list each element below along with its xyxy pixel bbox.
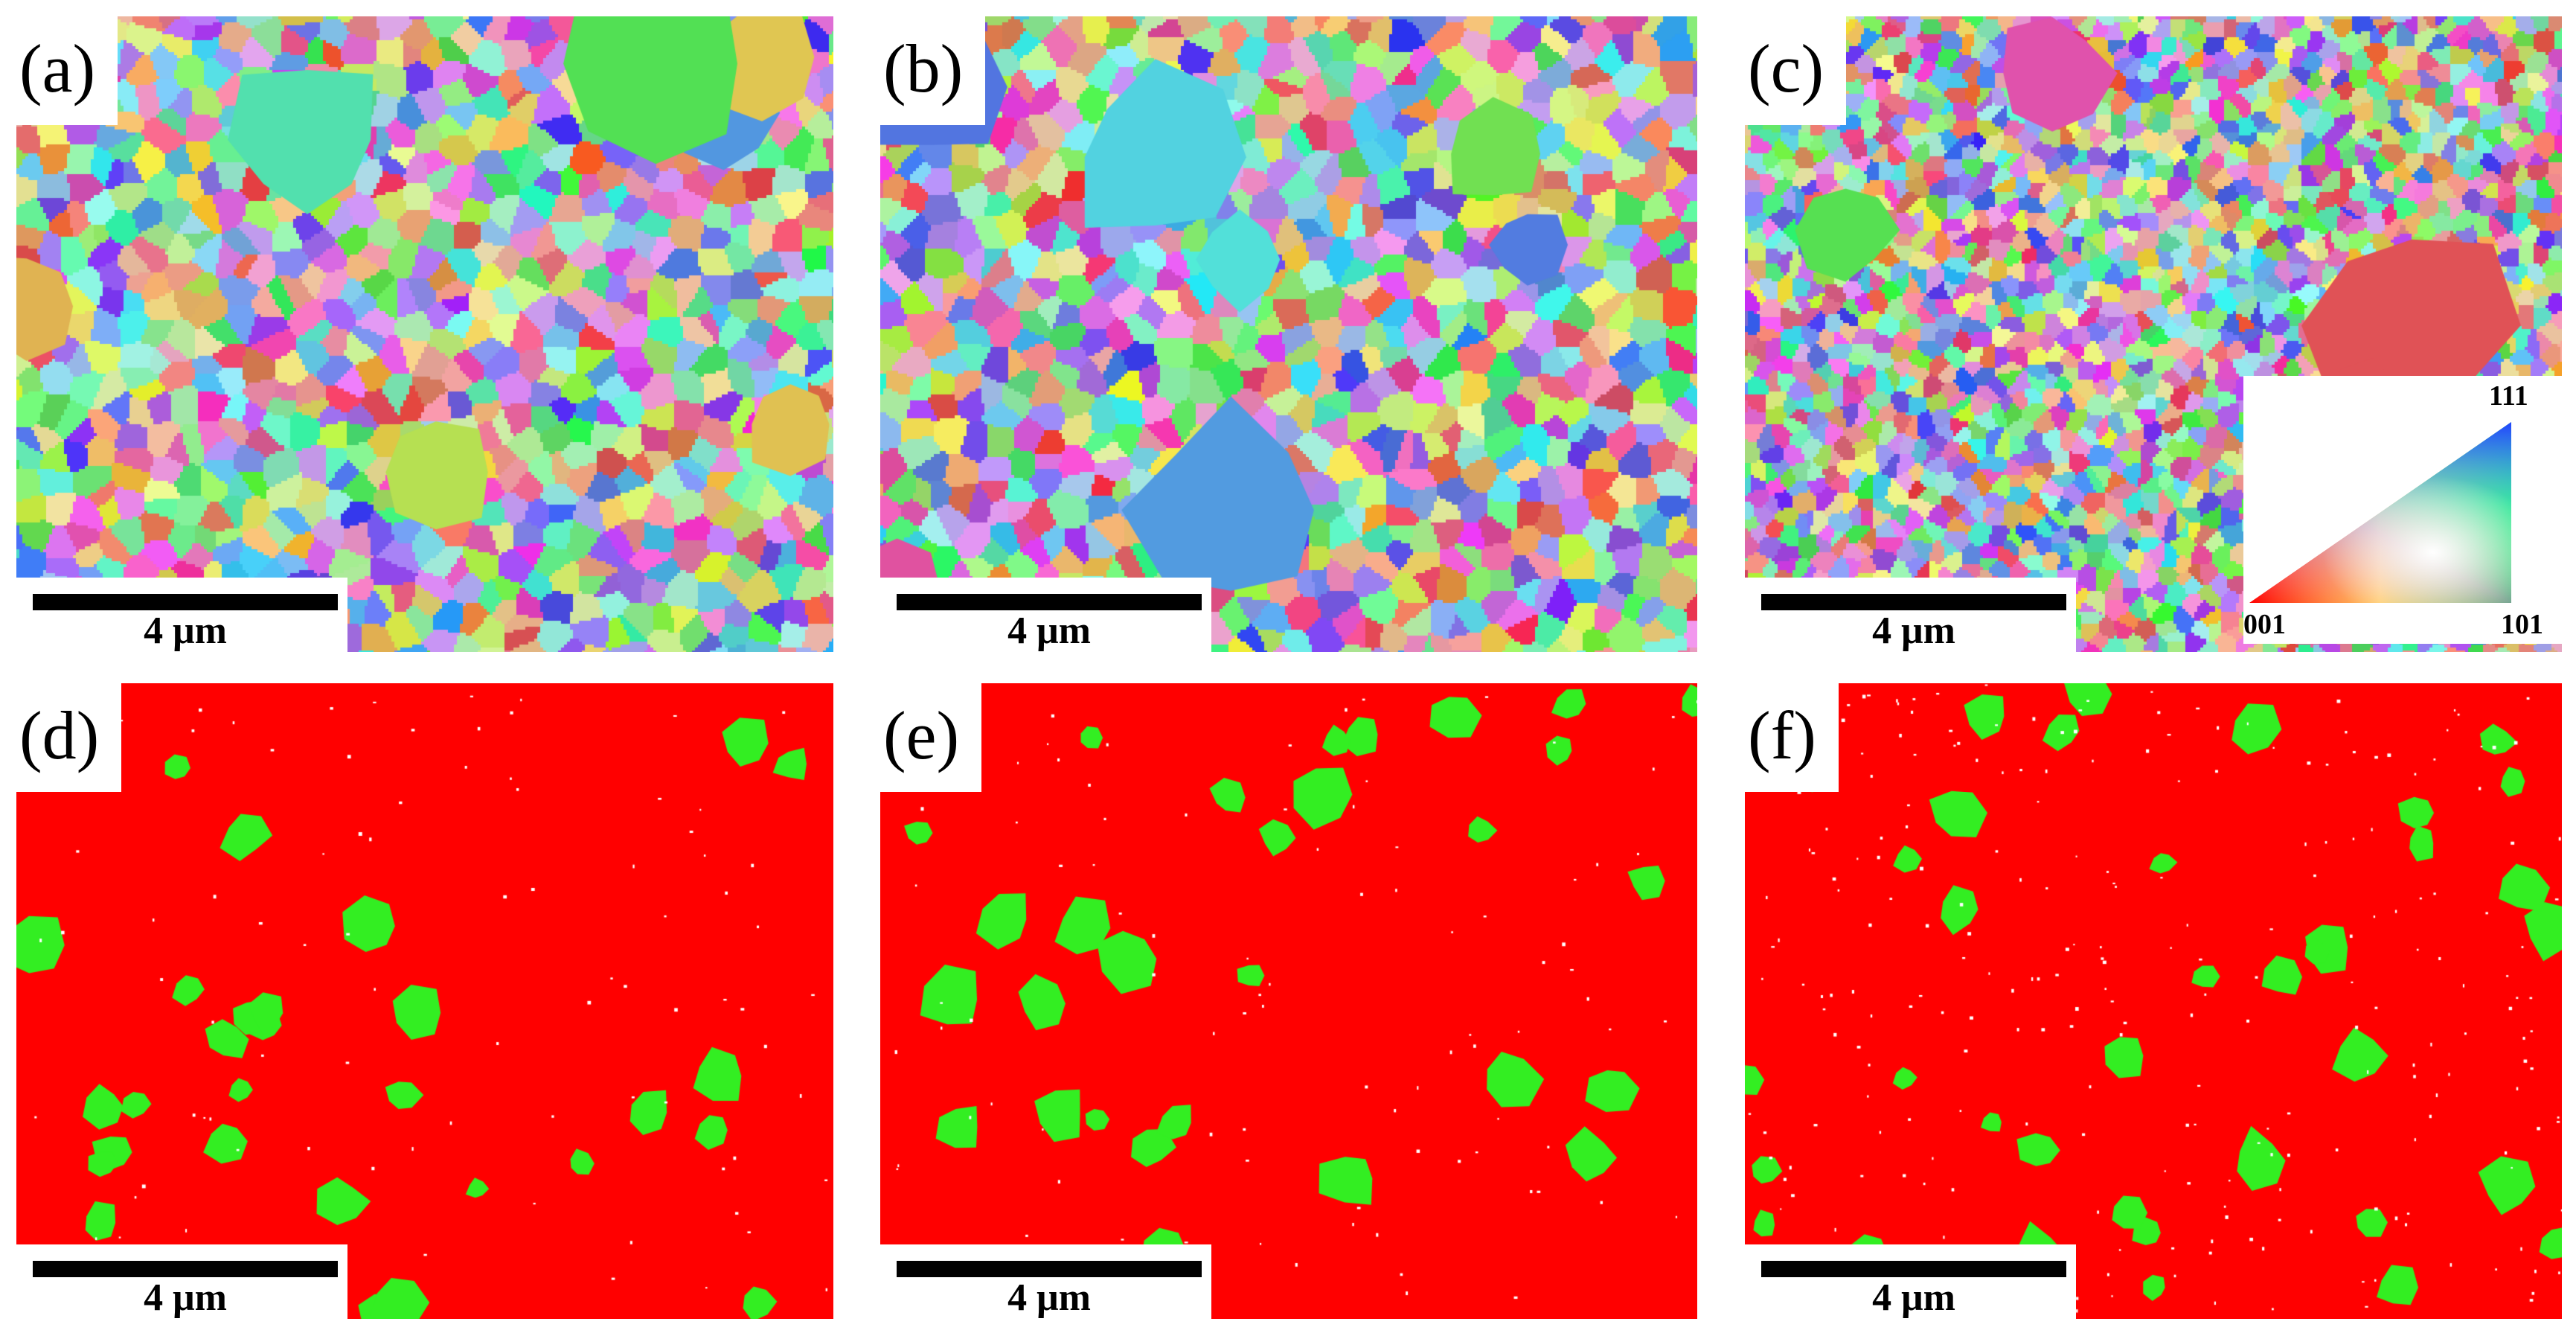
scale-bar-label-c: 4 μm: [1872, 610, 1955, 652]
orientation-map-panel-b: (b) 4 μm: [880, 16, 1697, 652]
scale-bar-label-e: 4 μm: [1007, 1276, 1091, 1319]
panel-label-f: (f): [1745, 683, 1839, 792]
ipf-color-key: 111 001 101: [2243, 376, 2563, 644]
ipf-label-111: 111: [2489, 380, 2528, 412]
phase-map-d: [16, 683, 833, 1319]
phase-map-panel-d: (d) 4 μm: [16, 683, 833, 1319]
scale-bar-line-e: [897, 1261, 1202, 1277]
orientation-map-panel-a: (a) 4 μm: [16, 16, 833, 652]
scale-bar-d: 4 μm: [16, 1244, 347, 1319]
scale-bar-label-a: 4 μm: [144, 610, 227, 652]
panel-label-a: (a): [16, 16, 118, 125]
phase-map-panel-e: (e) 4 μm: [880, 683, 1697, 1319]
ipf-triangle: [2249, 422, 2511, 603]
panel-label-d: (d): [16, 683, 122, 792]
scale-bar-b: 4 μm: [880, 578, 1211, 652]
panel-label-b: (b): [880, 16, 986, 125]
scale-bar-a: 4 μm: [16, 578, 347, 652]
ipf-label-001: 001: [2243, 609, 2286, 640]
scale-bar-line-b: [897, 594, 1202, 610]
scale-bar-line-d: [33, 1261, 338, 1277]
scale-bar-e: 4 μm: [880, 1244, 1211, 1319]
scale-bar-label-b: 4 μm: [1007, 610, 1091, 652]
panel-label-c: (c): [1745, 16, 1847, 125]
orientation-map-a: [16, 16, 833, 652]
scale-bar-label-d: 4 μm: [144, 1276, 227, 1319]
ipf-label-101: 101: [2501, 609, 2543, 640]
panel-label-e: (e): [880, 683, 982, 792]
phase-map-panel-f: (f) 4 μm: [1745, 683, 2562, 1319]
phase-map-f: [1745, 683, 2562, 1319]
scale-bar-c: 4 μm: [1745, 578, 2076, 652]
scale-bar-line-a: [33, 594, 338, 610]
scale-bar-line-c: [1761, 594, 2066, 610]
scale-bar-f: 4 μm: [1745, 1244, 2076, 1319]
ipf-triangle-white: [2249, 422, 2511, 603]
scale-bar-label-f: 4 μm: [1872, 1276, 1955, 1319]
phase-map-e: [880, 683, 1697, 1319]
orientation-map-panel-c: (c) 4 μm: [1745, 16, 2562, 652]
scale-bar-line-f: [1761, 1261, 2066, 1277]
orientation-map-b: [880, 16, 1697, 652]
